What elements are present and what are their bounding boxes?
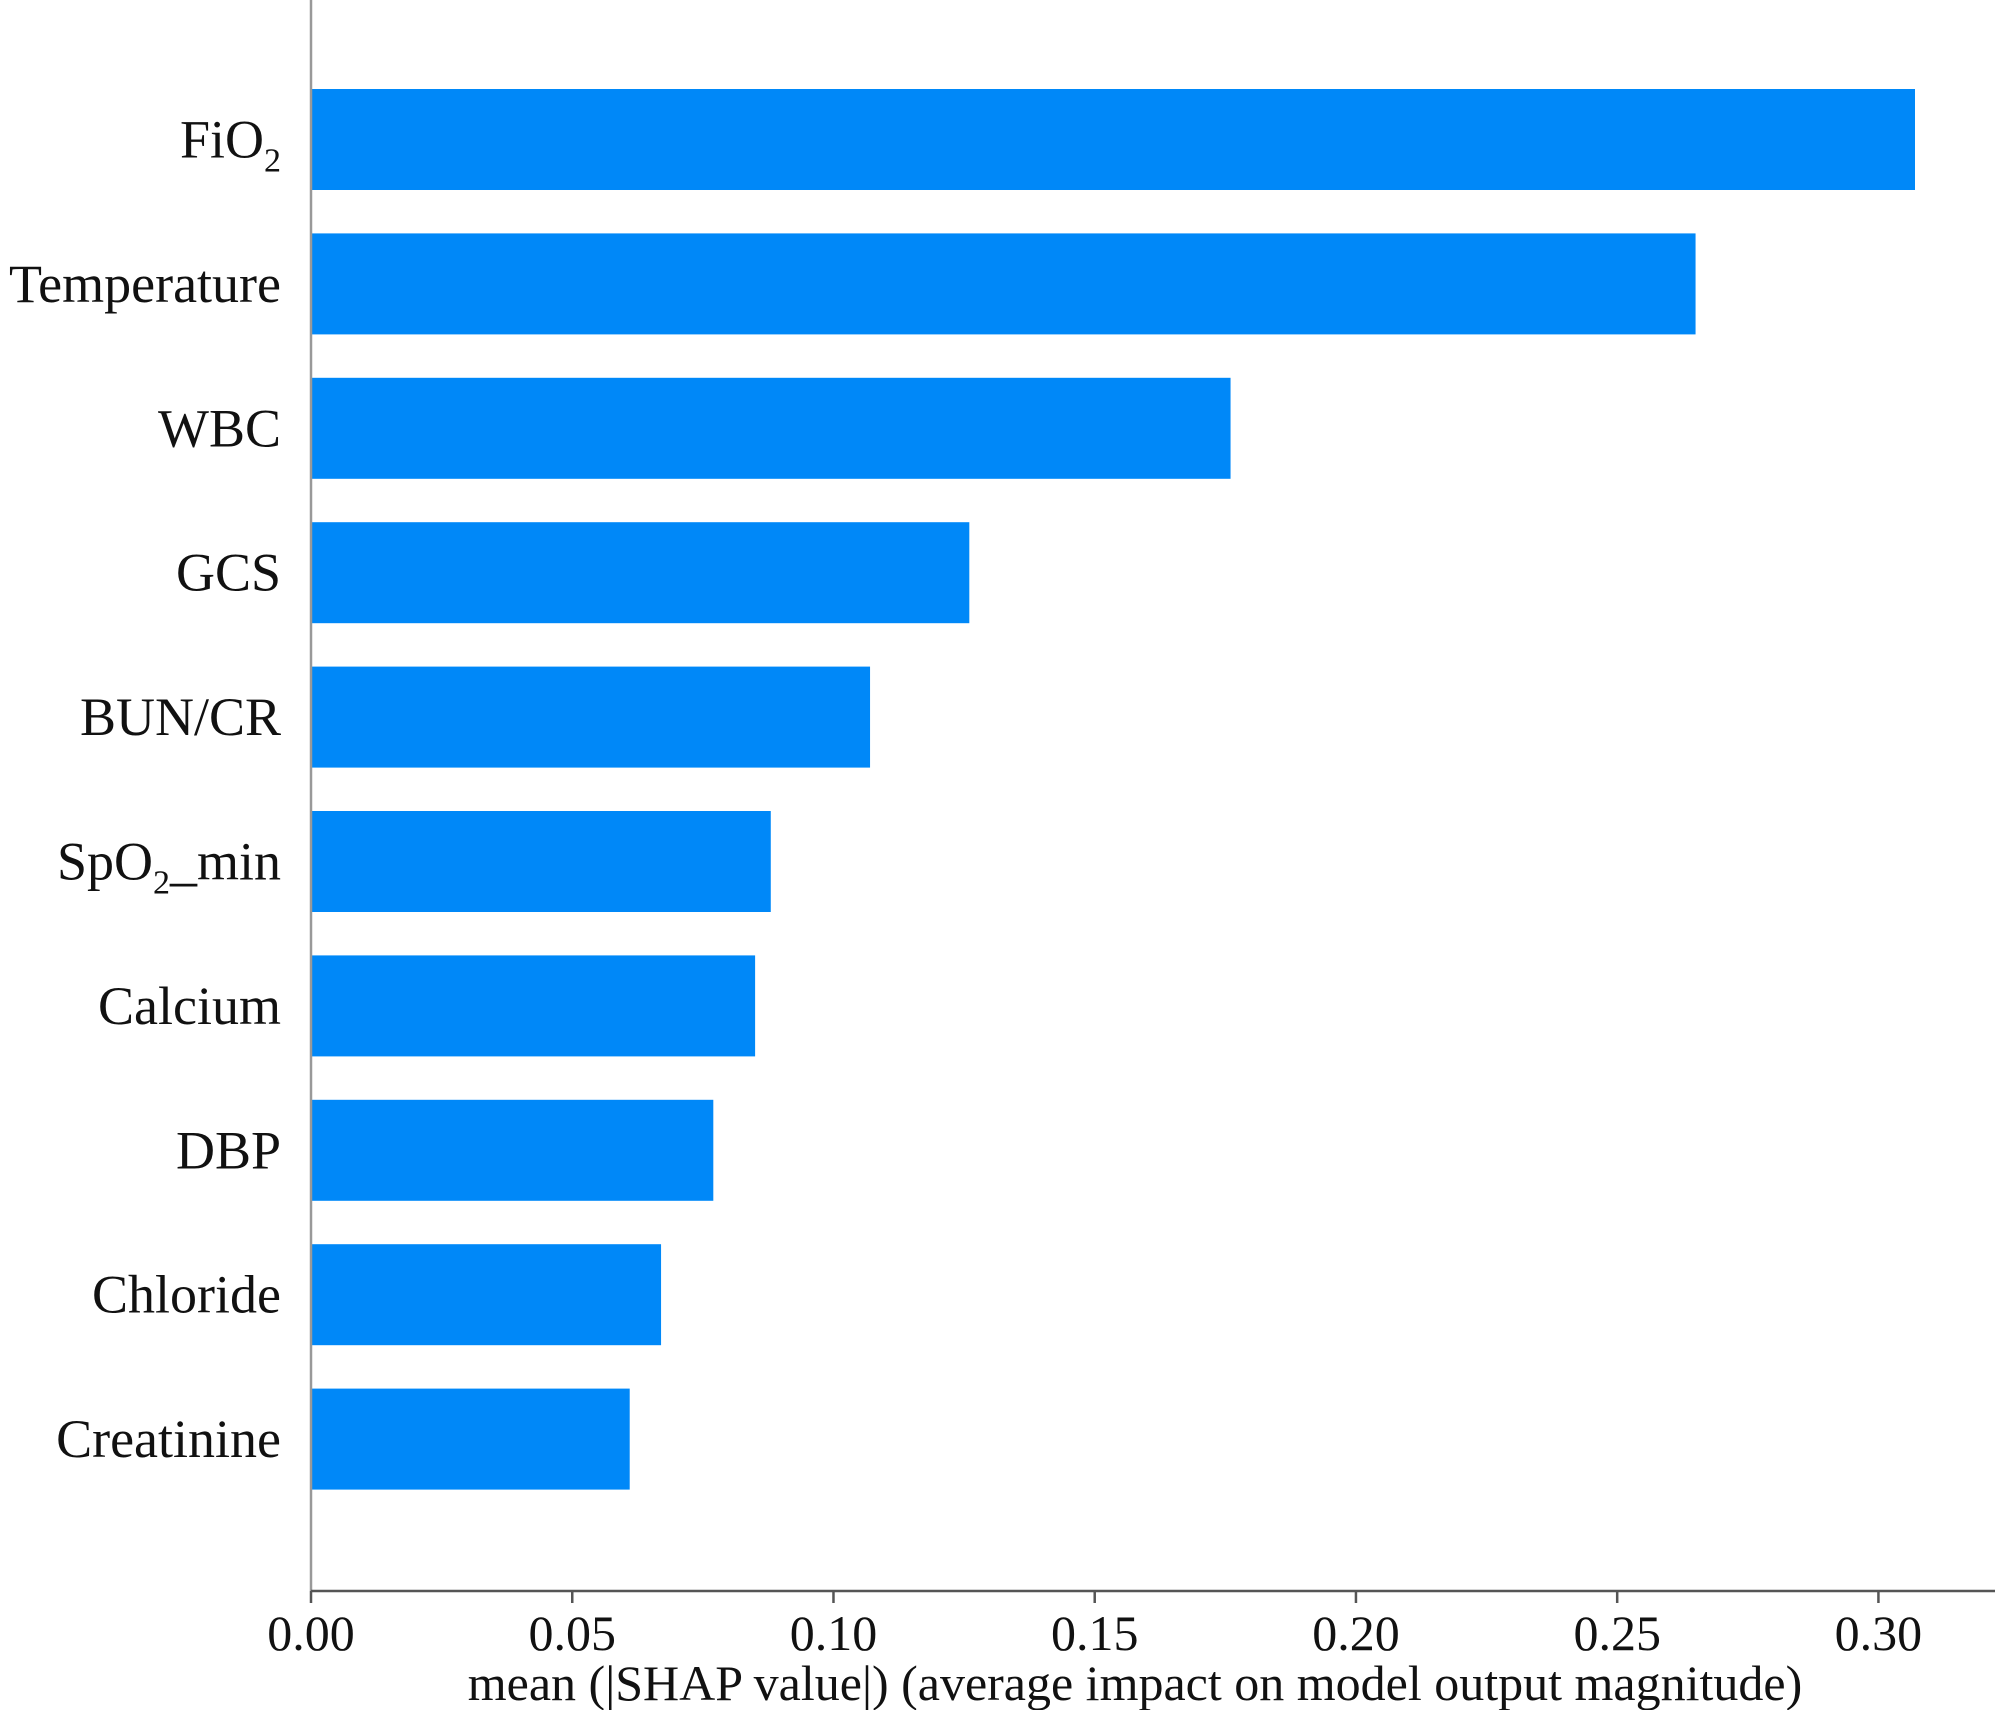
bars-layer: [311, 89, 1915, 1490]
x-tick-label: 0.00: [267, 1605, 355, 1661]
x-tick-label: 0.20: [1312, 1605, 1400, 1661]
x-ticks: 0.00 0.05 0.10 0.15 0.20 0.25 0.30: [267, 1591, 1922, 1661]
bar-spo2-min: [311, 811, 771, 912]
axes: [309, 0, 1995, 1593]
x-tick-label: 0.25: [1573, 1605, 1661, 1661]
x-tick-label: 0.05: [528, 1605, 616, 1661]
bar-bun-cr: [311, 666, 871, 768]
x-tick-label: 0.15: [1051, 1605, 1139, 1661]
category-label: SpO2_min: [57, 832, 281, 902]
category-label: WBC: [158, 398, 281, 458]
category-label: Temperature: [9, 254, 281, 314]
category-label: FiO2: [180, 110, 281, 180]
category-label: BUN/CR: [80, 687, 281, 747]
bar-fio2: [311, 89, 1915, 190]
category-label: DBP: [176, 1120, 281, 1180]
category-label: Chloride: [92, 1265, 281, 1325]
category-label: GCS: [176, 543, 281, 603]
x-tick-label: 0.30: [1835, 1605, 1923, 1661]
bar-creatinine: [311, 1388, 630, 1490]
category-label: Calcium: [98, 976, 281, 1036]
bar-temperature: [311, 233, 1696, 335]
bar-calcium: [311, 955, 756, 1057]
category-labels: FiO2 Temperature WBC GCS BUN/CR SpO2_min Calci…: [9, 110, 281, 1470]
x-axis-title: mean (|SHAP value|) (average impact on m…: [468, 1655, 1802, 1710]
category-label: Creatinine: [56, 1409, 281, 1469]
bar-dbp: [311, 1099, 714, 1201]
bar-wbc: [311, 377, 1231, 479]
bar-chloride: [311, 1244, 662, 1346]
x-tick-label: 0.10: [790, 1605, 878, 1661]
bar-gcs: [311, 522, 970, 624]
